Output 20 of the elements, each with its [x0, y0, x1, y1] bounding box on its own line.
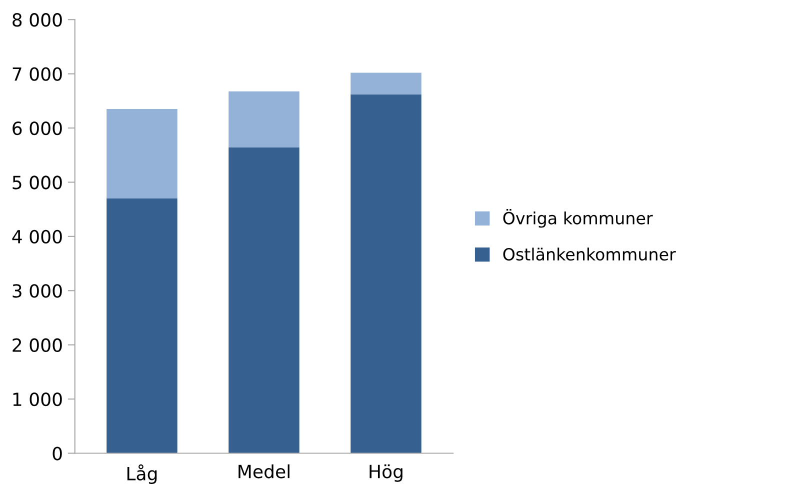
legend-label: Ostlänkenkommuner: [503, 248, 676, 261]
y-tick-label: 4 000: [12, 230, 62, 244]
x-tick-label: Hög: [370, 464, 402, 482]
y-tick-label: 2 000: [12, 338, 62, 352]
bar: [106, 198, 178, 454]
y-tick-label: 3 000: [12, 284, 62, 298]
legend-label: Övriga kommuner: [503, 209, 653, 228]
y-tick-label: 7 000: [12, 67, 62, 81]
y-tick-label: 0: [52, 446, 62, 460]
y-tick-label: 6 000: [12, 121, 62, 136]
bar: [106, 109, 178, 198]
y-tick-label: 8 000: [12, 13, 62, 27]
x-tick-label: Medel: [238, 464, 290, 478]
bar: [228, 148, 300, 454]
bar: [228, 91, 300, 148]
y-tick-label: 5 000: [12, 176, 62, 190]
x-tick-label: Låg: [127, 464, 157, 484]
bar: [350, 72, 422, 94]
bar: [350, 94, 422, 454]
y-tick-label: 1 000: [13, 392, 62, 406]
